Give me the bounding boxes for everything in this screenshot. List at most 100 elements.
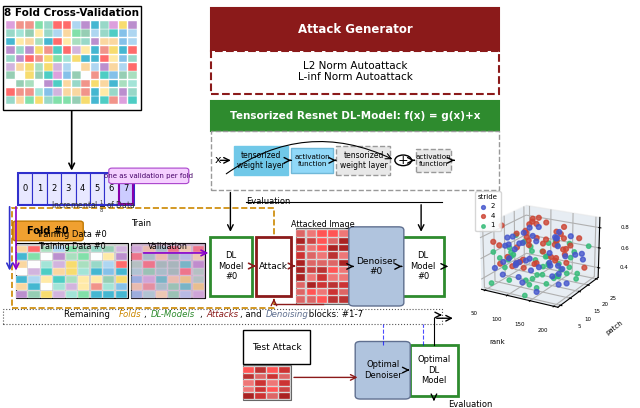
Bar bbox=[116, 253, 127, 260]
Bar bbox=[193, 276, 204, 283]
Bar bbox=[35, 80, 43, 87]
Text: Folds: Folds bbox=[118, 310, 141, 319]
Bar bbox=[243, 365, 291, 400]
Bar bbox=[100, 96, 109, 104]
Text: activation
function: activation function bbox=[294, 154, 330, 167]
Bar bbox=[180, 246, 191, 253]
Bar bbox=[119, 55, 127, 62]
Bar bbox=[35, 46, 43, 54]
Bar bbox=[128, 96, 137, 104]
Bar bbox=[317, 252, 327, 259]
Bar bbox=[28, 246, 40, 253]
Bar bbox=[168, 291, 179, 298]
Bar bbox=[63, 63, 71, 71]
Bar bbox=[317, 259, 327, 266]
Bar bbox=[128, 46, 137, 54]
Bar bbox=[53, 80, 62, 87]
Bar bbox=[6, 71, 15, 79]
Bar bbox=[78, 261, 90, 268]
Bar bbox=[128, 63, 137, 71]
Text: ,: , bbox=[200, 310, 205, 319]
Bar bbox=[53, 96, 62, 104]
Bar bbox=[53, 55, 62, 62]
Bar bbox=[156, 284, 167, 290]
Text: tensorized
weight layer: tensorized weight layer bbox=[340, 151, 387, 171]
Bar bbox=[66, 253, 77, 260]
Bar bbox=[81, 29, 90, 37]
Bar bbox=[47, 173, 61, 204]
Bar bbox=[180, 291, 191, 298]
Text: Attack: Attack bbox=[259, 262, 289, 271]
Bar bbox=[317, 245, 327, 251]
Bar bbox=[16, 29, 24, 37]
Bar bbox=[410, 345, 458, 396]
Bar bbox=[268, 367, 278, 373]
Bar bbox=[90, 173, 104, 204]
Bar bbox=[103, 253, 115, 260]
Bar bbox=[119, 38, 127, 46]
Bar bbox=[103, 276, 115, 283]
Bar bbox=[28, 276, 40, 283]
Bar bbox=[339, 245, 349, 251]
Bar bbox=[143, 253, 154, 260]
Bar bbox=[109, 38, 118, 46]
Bar bbox=[72, 21, 81, 29]
Bar bbox=[16, 261, 28, 268]
Text: 8 Fold Cross-Validation: 8 Fold Cross-Validation bbox=[4, 9, 139, 18]
Bar bbox=[53, 276, 65, 283]
Bar bbox=[307, 282, 316, 288]
Bar bbox=[35, 71, 43, 79]
Bar bbox=[16, 71, 24, 79]
Bar bbox=[18, 173, 133, 204]
Bar bbox=[44, 55, 52, 62]
Bar bbox=[180, 276, 191, 283]
Bar bbox=[91, 80, 99, 87]
Bar bbox=[116, 284, 127, 290]
Bar bbox=[268, 393, 278, 399]
Bar bbox=[104, 173, 119, 204]
X-axis label: rank: rank bbox=[489, 339, 505, 345]
Bar bbox=[103, 268, 115, 275]
Bar bbox=[6, 55, 15, 62]
Bar bbox=[100, 29, 109, 37]
Text: x: x bbox=[214, 155, 221, 165]
Bar bbox=[193, 253, 204, 260]
Bar bbox=[78, 291, 90, 298]
Bar bbox=[243, 387, 253, 392]
Bar bbox=[328, 237, 338, 244]
Bar bbox=[156, 276, 167, 283]
Bar bbox=[116, 268, 127, 275]
Bar bbox=[66, 261, 77, 268]
Text: 6: 6 bbox=[109, 184, 114, 193]
Text: Evaluation: Evaluation bbox=[448, 400, 492, 408]
Bar bbox=[18, 173, 33, 204]
Bar bbox=[91, 63, 99, 71]
Bar bbox=[131, 243, 205, 298]
Bar bbox=[193, 284, 204, 290]
Bar bbox=[72, 46, 81, 54]
Bar bbox=[76, 173, 90, 204]
Text: Attack Generator: Attack Generator bbox=[298, 23, 413, 36]
Text: Denoising: Denoising bbox=[266, 310, 308, 319]
Bar bbox=[81, 96, 90, 104]
Bar bbox=[16, 63, 24, 71]
Bar bbox=[53, 268, 65, 275]
Bar bbox=[6, 29, 15, 37]
Text: 7: 7 bbox=[124, 184, 129, 193]
Bar bbox=[25, 55, 34, 62]
Bar bbox=[255, 374, 266, 379]
FancyBboxPatch shape bbox=[109, 168, 189, 184]
Text: L2 Norm Autoattack
L-inf Norm Autoattack: L2 Norm Autoattack L-inf Norm Autoattack bbox=[298, 61, 413, 82]
Bar bbox=[25, 46, 34, 54]
Bar bbox=[100, 88, 109, 96]
Bar bbox=[119, 96, 127, 104]
Bar bbox=[91, 29, 99, 37]
Bar bbox=[16, 246, 28, 253]
Bar bbox=[317, 296, 327, 303]
Bar bbox=[339, 296, 349, 303]
Bar bbox=[279, 367, 290, 373]
Bar bbox=[296, 259, 305, 266]
Bar bbox=[44, 29, 52, 37]
Bar bbox=[296, 267, 305, 273]
Bar bbox=[339, 252, 349, 259]
